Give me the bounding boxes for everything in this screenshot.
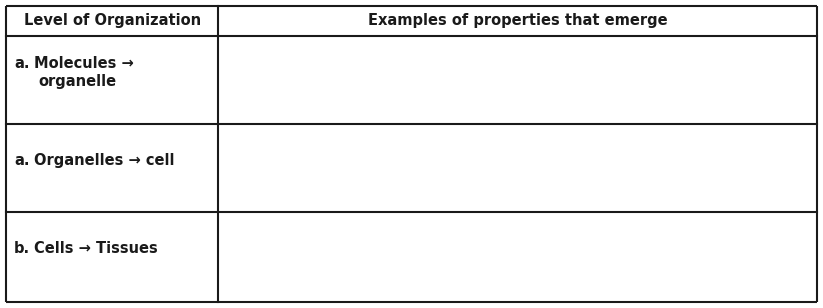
Text: a.: a. bbox=[14, 153, 30, 168]
Text: Examples of properties that emerge: Examples of properties that emerge bbox=[368, 14, 667, 29]
Text: Level of Organization: Level of Organization bbox=[24, 14, 201, 29]
Text: Molecules →: Molecules → bbox=[34, 56, 134, 71]
Text: a.: a. bbox=[14, 56, 30, 71]
Text: Cells → Tissues: Cells → Tissues bbox=[34, 241, 158, 257]
Text: organelle: organelle bbox=[38, 75, 116, 89]
Text: Organelles → cell: Organelles → cell bbox=[34, 153, 174, 168]
Text: b.: b. bbox=[14, 241, 30, 257]
